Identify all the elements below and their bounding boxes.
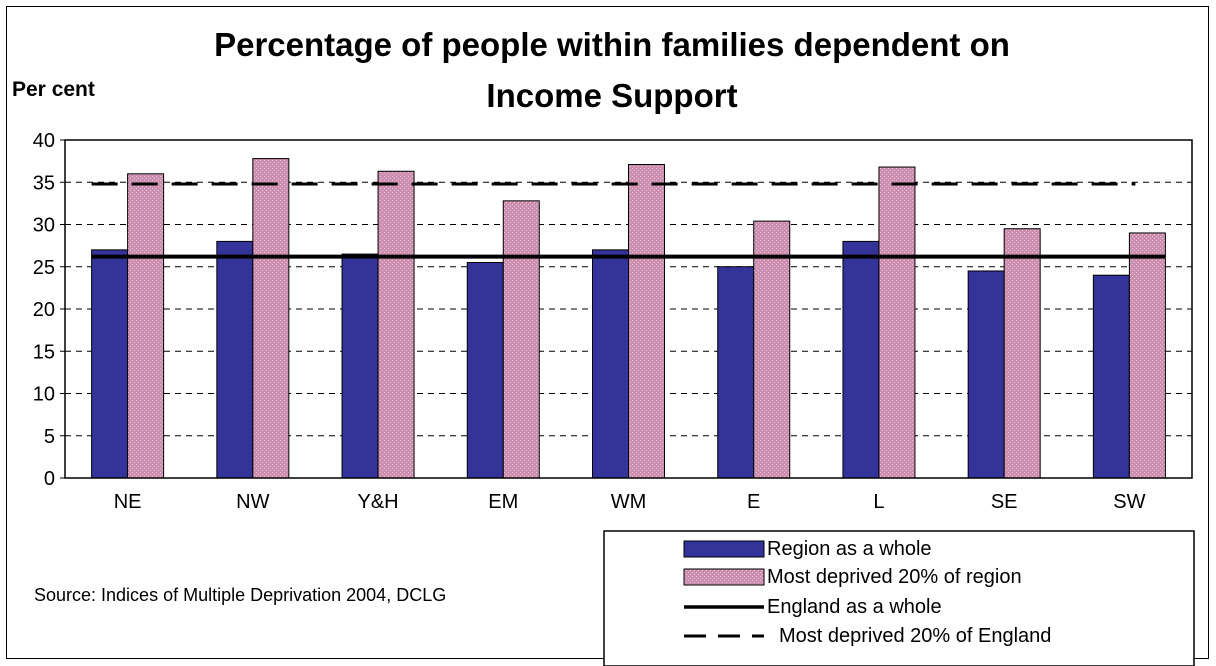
bar-region-SW (1092, 274, 1130, 479)
bar-deprived-L (878, 166, 916, 479)
bar-deprived-EM (502, 200, 540, 479)
x-tick-label: SE (991, 491, 1018, 513)
y-axis-label: Per cent (12, 78, 95, 101)
bar-deprived-SW (1128, 232, 1166, 479)
plot-border (64, 139, 1193, 479)
y-tick-label: 0 (44, 468, 55, 490)
x-tick-label: E (747, 491, 760, 513)
bar-deprived-WM (628, 164, 665, 479)
chart-title-line1: Percentage of people within families dep… (214, 26, 1010, 63)
x-tick-label: NE (114, 491, 142, 513)
legend-label-deprived-england: Most deprived 20% of England (779, 625, 1051, 647)
bar-region-NW (216, 240, 254, 479)
bar-deprived-E (753, 220, 791, 479)
bar-deprived-NW (252, 158, 290, 479)
bar-region-WM (592, 249, 629, 479)
x-tick-label: L (873, 491, 884, 513)
y-tick-label: 15 (33, 341, 55, 363)
bar-deprived-Y&H (377, 170, 415, 479)
bar-region-Y&H (341, 253, 379, 479)
bar-region-SE (967, 270, 1005, 479)
y-tick-label: 40 (33, 130, 55, 152)
y-tick-label: 10 (33, 384, 55, 406)
y-tick-label: 20 (33, 299, 55, 321)
bar-region-NE (91, 249, 129, 479)
legend: Region as a whole Most deprived 20% of r… (603, 530, 1195, 666)
legend-swatch-deprived-region (683, 568, 765, 586)
bar-deprived-SE (1003, 228, 1041, 479)
legend-label-region: Region as a whole (767, 538, 932, 560)
bar-region-L (842, 240, 880, 479)
legend-swatch-region (683, 540, 765, 558)
x-tick-label: SW (1113, 491, 1145, 513)
chart-title-line2: Income Support (486, 77, 737, 114)
bar-deprived-NE (127, 173, 165, 479)
legend-label-deprived-region: Most deprived 20% of region (767, 566, 1022, 588)
x-tick-label: NW (236, 491, 269, 513)
source-note: Source: Indices of Multiple Deprivation … (34, 585, 446, 605)
y-tick-label: 25 (33, 257, 55, 279)
y-tick-label: 30 (33, 215, 55, 237)
plot-area: 0 5 10 15 20 25 30 35 40 NE NW Y&H EM WM E L SE SW (33, 130, 1193, 513)
legend-label-england: England as a whole (767, 596, 942, 618)
bar-region-E (717, 266, 755, 479)
x-tick-label: WM (611, 491, 647, 513)
y-tick-label: 5 (44, 426, 55, 448)
y-tick-label: 35 (33, 172, 55, 194)
x-tick-label: EM (488, 491, 518, 513)
bar-region-EM (466, 262, 504, 479)
x-tick-label: Y&H (357, 491, 398, 513)
